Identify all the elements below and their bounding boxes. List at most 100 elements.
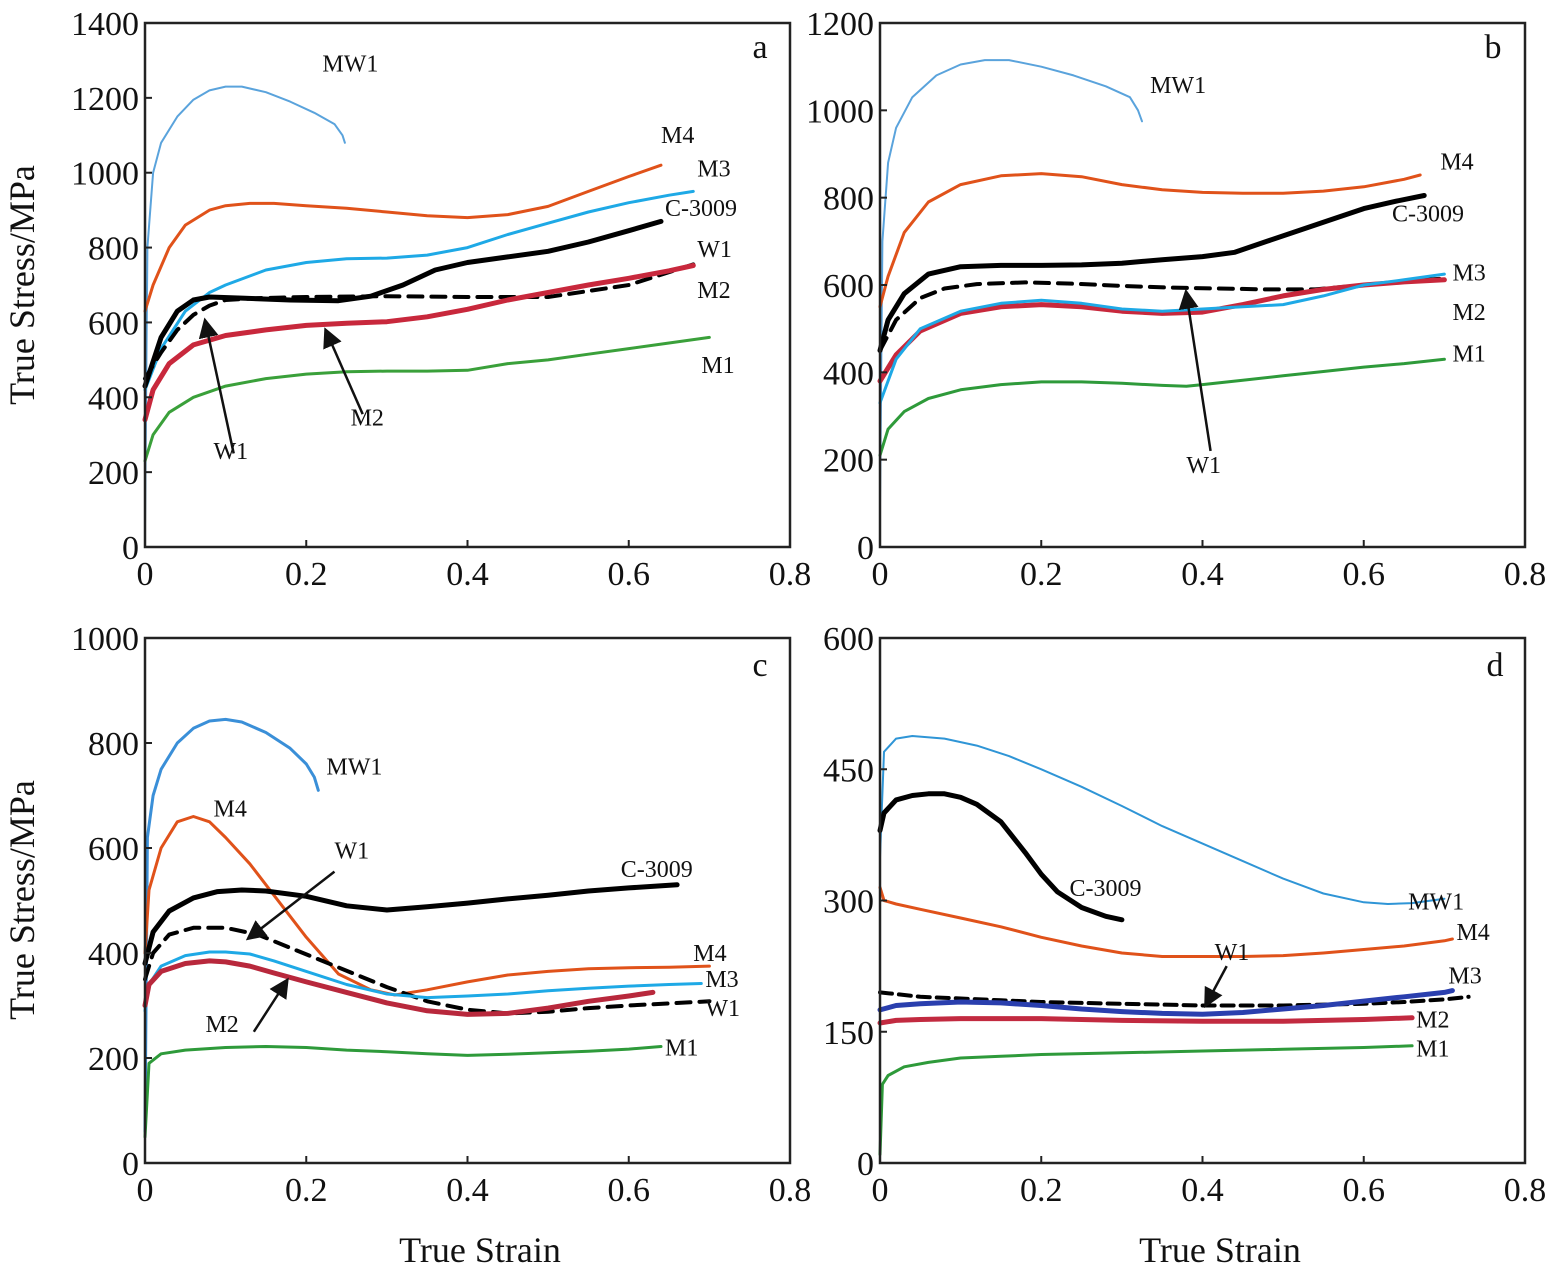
x-tick-label: 0.2 [1020,1172,1063,1209]
series-line-m2 [142,263,696,423]
panel-d: True Strain d 0 0.2 0.4 0.6 0.8 0 150 300 450 600… [823,621,1546,1270]
curve-label-m2: M2 [351,405,384,431]
x-tick-label: 0.4 [446,1172,489,1209]
curve-label-m2: M2 [1416,1007,1449,1033]
y-tick-label: 200 [823,443,874,480]
y-tick-label: 800 [88,231,139,268]
y-tick-label: 800 [88,726,139,763]
y-tick-label: 600 [88,305,139,342]
y-tick-label: 600 [823,621,874,658]
curve-label-m1: M1 [1452,341,1485,367]
x-axis-title: True Strain [1139,1230,1301,1270]
panel-c: True Stress/MPa True Strain c 0 0.2 0.4 0.6… [2,621,811,1270]
series-line-m1 [143,1045,663,1139]
curve-label-m3: M3 [697,156,730,182]
curve-label-m1: M1 [1416,1036,1449,1062]
curve-label-m4: M4 [214,797,247,823]
y-tick-label: 0 [122,1146,139,1183]
panel-letter: b [1485,29,1502,66]
x-tick-label: 0.8 [769,556,812,593]
annotation-arrow [245,870,336,941]
curve-label-w1: W1 [1186,453,1221,479]
curve-label-m1: M1 [701,353,734,379]
y-axis-title: True Stress/MPa [2,780,42,1020]
curve-label-m4: M4 [1440,149,1473,175]
series-group [142,717,712,1139]
curve-label-mw1: MW1 [326,755,382,781]
y-tick-label: 1200 [806,6,874,43]
x-tick-label: 0 [137,1172,154,1209]
series-line-m1 [143,335,711,463]
series-line-c-3009 [142,882,680,966]
series-line-m2 [142,958,656,1017]
series-group [877,59,1447,505]
y-tick-label: 450 [823,752,874,789]
y-tick-label: 1000 [806,93,874,130]
series-line-mw1 [143,717,320,1133]
curve-label-w1: W1 [1215,940,1250,966]
series-line-w1 [143,925,712,1016]
panel-letter: c [752,647,767,684]
annotation-arrow [1204,965,1228,1009]
x-tick-label: 0 [137,556,154,593]
series-line-m4 [143,163,663,313]
series-line-w1 [878,990,1471,1008]
curve-label-m1: M1 [665,1035,698,1061]
series-group [142,85,711,526]
y-tick-label: 1200 [71,81,139,118]
series-line-m4 [878,885,1454,958]
y-tick-label: 150 [823,1015,874,1052]
curve-label-c-3009: C-3009 [621,857,693,883]
x-tick-label: 0.8 [769,1172,812,1209]
y-tick-label: 1000 [71,621,139,658]
panel-b: b 0 0.2 0.4 0.6 0.8 0 200 400 600 800 1000 1200 MW1 M… [806,6,1546,593]
y-tick-label: 0 [857,1146,874,1183]
x-tick-label: 0.8 [1504,1172,1547,1209]
curve-label-m3: M3 [705,967,738,993]
series-line-w1 [143,262,696,381]
curve-label-w1: W1 [705,996,740,1022]
annotation-arrow [1178,288,1212,452]
series-line-m1 [878,357,1446,457]
plot-frame [143,21,792,549]
x-tick-label: 0.8 [1504,556,1547,593]
y-tick-label: 600 [88,831,139,868]
y-tick-label: 0 [857,530,874,567]
y-tick-label: 300 [823,884,874,921]
series-line-mw1 [879,735,1446,905]
x-tick-label: 0.6 [1343,556,1386,593]
series-line-m1 [878,1044,1414,1156]
series-line-m3 [877,988,1455,1017]
x-tick-label: 0.4 [1181,1172,1224,1209]
y-tick-label: 400 [823,355,874,392]
curve-label-m2: M2 [697,278,730,304]
curve-label-mw1: MW1 [1150,73,1206,99]
panel-a: True Stress/MPa a 0 0.2 0.4 0.6 0.8 0 200 400 60… [2,6,811,593]
curve-label-c-3009: C-3009 [1392,202,1464,228]
annotation-arrow [252,977,289,1033]
y-tick-label: 200 [88,1041,139,1078]
annotation-arrow [323,327,364,415]
series-line-m3 [878,272,1446,405]
curve-label-w1: W1 [214,439,249,465]
y-tick-label: 800 [823,181,874,218]
curve-label-w1: W1 [697,237,732,263]
curve-label-w1: W1 [334,839,369,865]
series-line-m2 [877,1015,1415,1026]
panel-letter: a [752,29,767,66]
curve-label-m3: M3 [1452,261,1485,287]
series-line-m3 [143,950,703,1013]
series-line-c-3009 [877,193,1427,353]
curve-label-m4: M4 [1456,920,1489,946]
plot-frame [143,636,792,1165]
y-tick-label: 1000 [71,156,139,193]
x-tick-label: 0.4 [1181,556,1224,593]
curve-label-mw1: MW1 [1408,889,1464,915]
curve-label-m2: M2 [1452,300,1485,326]
curve-label-m2: M2 [205,1012,238,1038]
x-tick-label: 0.6 [608,1172,651,1209]
x-tick-label: 0.4 [446,556,489,593]
curve-label-m4: M4 [661,123,694,149]
series-group [877,735,1471,1156]
